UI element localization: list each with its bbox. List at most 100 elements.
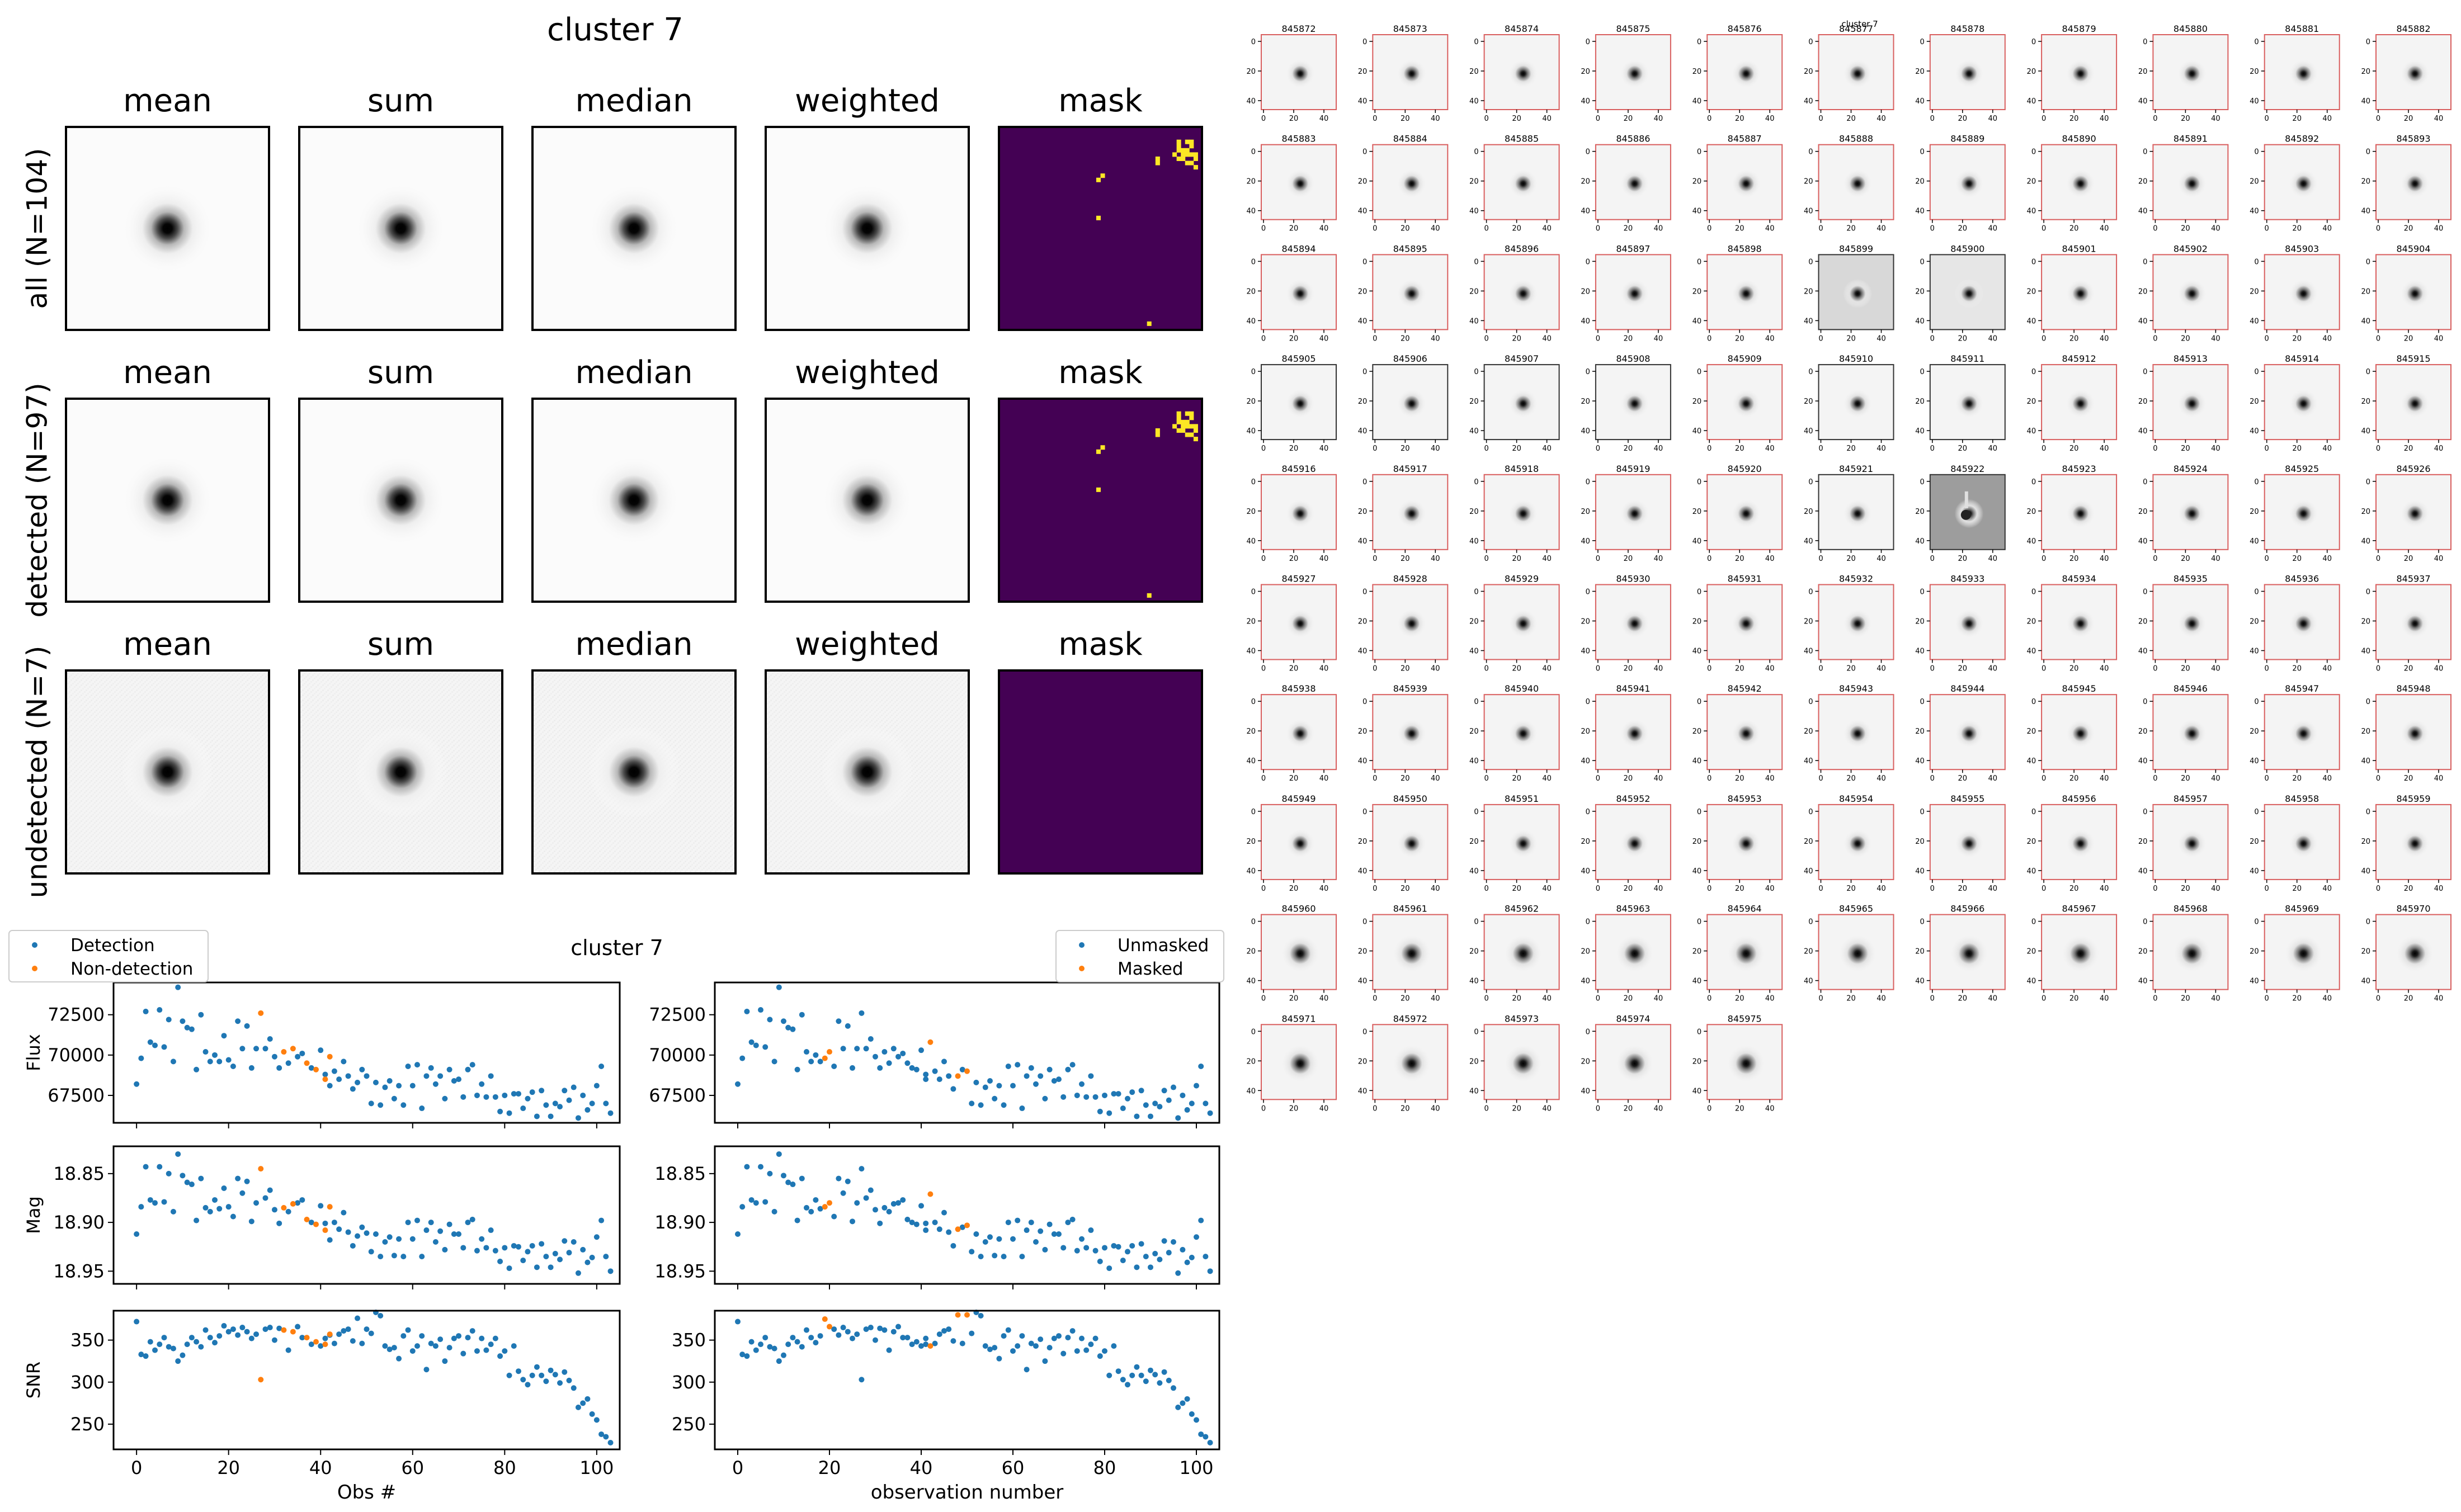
cutout-thumbnail[interactable]: 8459300020204040 [1581, 574, 1671, 673]
cutout-thumbnail[interactable]: 8458800020204040 [2138, 23, 2229, 123]
cutout-thumbnail[interactable]: 8459170020204040 [1358, 464, 1449, 563]
cutout-thumbnail[interactable]: 8459240020204040 [2138, 464, 2229, 563]
cutout-thumbnail[interactable]: 8459610020204040 [1358, 904, 1449, 1003]
cutout-thumbnail[interactable]: 8459650020204040 [1804, 904, 1894, 1003]
cutout-thumbnail[interactable]: 8458870020204040 [1692, 134, 1783, 233]
cutout-thumbnail[interactable]: 8459630020204040 [1581, 904, 1671, 1003]
cutout-thumbnail[interactable]: 8459470020204040 [2250, 683, 2340, 783]
cutout-thumbnail[interactable]: 8459680020204040 [2138, 904, 2229, 1003]
cutout-thumbnail[interactable]: 8459140020204040 [2250, 353, 2340, 453]
cutout-thumbnail[interactable]: 8459230020204040 [2027, 464, 2118, 563]
cutout-thumbnail[interactable]: 8459460020204040 [2138, 683, 2229, 783]
cutout-thumbnail[interactable]: 8458790020204040 [2027, 23, 2118, 123]
cutout-thumbnail[interactable]: 8459210020204040 [1804, 464, 1894, 563]
cutout-thumbnail[interactable]: 8459110020204040 [1915, 353, 2006, 453]
cutout-thumbnail[interactable]: 8459080020204040 [1581, 353, 1671, 453]
cutout-thumbnail[interactable]: 8458730020204040 [1358, 23, 1449, 123]
cutout-thumbnail[interactable]: 8459500020204040 [1358, 793, 1449, 893]
cutout-thumbnail[interactable]: 8459550020204040 [1915, 793, 2006, 893]
cutout-thumbnail[interactable]: 8459130020204040 [2138, 353, 2229, 453]
cutout-thumbnail[interactable]: 8459340020204040 [2027, 574, 2118, 673]
cutout-thumbnail[interactable]: 8458850020204040 [1469, 134, 1560, 233]
cutout-thumbnail[interactable]: 8459190020204040 [1581, 464, 1671, 563]
cutout-thumbnail[interactable]: 8459320020204040 [1804, 574, 1894, 673]
cutout-thumbnail[interactable]: 8459040020204040 [2361, 243, 2451, 343]
cutout-thumbnail[interactable]: 8459480020204040 [2361, 683, 2451, 783]
cutout-thumbnail[interactable]: 8458960020204040 [1469, 243, 1560, 343]
cutout-thumbnail[interactable]: 8459540020204040 [1804, 793, 1894, 893]
cutout-thumbnail[interactable]: 8458760020204040 [1692, 23, 1783, 123]
cutout-thumbnail[interactable]: 8459700020204040 [2361, 904, 2451, 1003]
cutout-thumbnail[interactable]: 8459530020204040 [1692, 793, 1783, 893]
cutout-thumbnail[interactable]: 8458910020204040 [2138, 134, 2229, 233]
cutout-thumbnail[interactable]: 8458740020204040 [1469, 23, 1560, 123]
cutout-thumbnail[interactable]: 8459330020204040 [1915, 574, 2006, 673]
cutout-thumbnail[interactable]: 8458720020204040 [1246, 23, 1337, 123]
cutout-thumbnail[interactable]: 8459750020204040 [1692, 1013, 1783, 1113]
cutout-thumbnail[interactable]: 8459520020204040 [1581, 793, 1671, 893]
cutout-thumbnail[interactable]: 8459050020204040 [1246, 353, 1337, 453]
cutout-thumbnail[interactable]: 8458900020204040 [2027, 134, 2118, 233]
cutout-thumbnail[interactable]: 8458920020204040 [2250, 134, 2340, 233]
cutout-thumbnail[interactable]: 8459400020204040 [1469, 683, 1560, 783]
cutout-thumbnail[interactable]: 8459010020204040 [2027, 243, 2118, 343]
cutout-thumbnail[interactable]: 8459290020204040 [1469, 574, 1560, 673]
cutout-thumbnail[interactable]: 8459570020204040 [2138, 793, 2229, 893]
cutout-thumbnail[interactable]: 8459430020204040 [1804, 683, 1894, 783]
cutout-thumbnail[interactable]: 8459670020204040 [2027, 904, 2118, 1003]
cutout-thumbnail[interactable]: 8459720020204040 [1358, 1013, 1449, 1113]
cutout-thumbnail[interactable]: 8459280020204040 [1358, 574, 1449, 673]
cutout-thumbnail[interactable]: 8459450020204040 [2027, 683, 2118, 783]
cutout-thumbnail[interactable]: 8458840020204040 [1358, 134, 1449, 233]
cutout-thumbnail[interactable]: 8459690020204040 [2250, 904, 2340, 1003]
cutout-thumbnail[interactable]: 8459620020204040 [1469, 904, 1560, 1003]
cutout-thumbnail[interactable]: 8459420020204040 [1692, 683, 1783, 783]
cutout-thumbnail[interactable]: 8459410020204040 [1581, 683, 1671, 783]
cutout-thumbnail[interactable]: 8458880020204040 [1804, 134, 1894, 233]
cutout-thumbnail[interactable]: 8458860020204040 [1581, 134, 1671, 233]
cutout-thumbnail[interactable]: 8459100020204040 [1804, 353, 1894, 453]
cutout-thumbnail[interactable]: 8459560020204040 [2027, 793, 2118, 893]
cutout-thumbnail[interactable]: 8459070020204040 [1469, 353, 1560, 453]
cutout-thumbnail[interactable]: 8458980020204040 [1692, 243, 1783, 343]
cutout-thumbnail[interactable]: 8459380020204040 [1246, 683, 1337, 783]
cutout-thumbnail[interactable]: 8458780020204040 [1915, 23, 2006, 123]
cutout-thumbnail[interactable]: 8459220020204040 [1915, 464, 2006, 563]
cutout-thumbnail[interactable]: 8458990020204040 [1804, 243, 1894, 343]
cutout-thumbnail[interactable]: 8458750020204040 [1581, 23, 1671, 123]
cutout-thumbnail[interactable]: 8458940020204040 [1246, 243, 1337, 343]
cutout-thumbnail[interactable]: 8459390020204040 [1358, 683, 1449, 783]
cutout-thumbnail[interactable]: 8458950020204040 [1358, 243, 1449, 343]
cutout-thumbnail[interactable]: 8459060020204040 [1358, 353, 1449, 453]
cutout-thumbnail[interactable]: 8459600020204040 [1246, 904, 1337, 1003]
cutout-thumbnail[interactable]: 8459250020204040 [2250, 464, 2340, 563]
cutout-thumbnail[interactable]: 8459370020204040 [2361, 574, 2451, 673]
cutout-thumbnail[interactable]: 8459030020204040 [2250, 243, 2340, 343]
cutout-thumbnail[interactable]: 8459490020204040 [1246, 793, 1337, 893]
cutout-thumbnail[interactable]: 8459350020204040 [2138, 574, 2229, 673]
cutout-thumbnail[interactable]: 8459120020204040 [2027, 353, 2118, 453]
cutout-thumbnail[interactable]: 8459000020204040 [1915, 243, 2006, 343]
cutout-thumbnail[interactable]: 8458830020204040 [1246, 134, 1337, 233]
cutout-thumbnail[interactable]: 8459360020204040 [2250, 574, 2340, 673]
cutout-thumbnail[interactable]: 8459270020204040 [1246, 574, 1337, 673]
cutout-thumbnail[interactable]: 8459730020204040 [1469, 1013, 1560, 1113]
cutout-thumbnail[interactable]: 8459090020204040 [1692, 353, 1783, 453]
cutout-thumbnail[interactable]: 8459310020204040 [1692, 574, 1783, 673]
cutout-thumbnail[interactable]: 8459260020204040 [2361, 464, 2451, 563]
cutout-thumbnail[interactable]: 8459640020204040 [1692, 904, 1783, 1003]
cutout-thumbnail[interactable]: 8458890020204040 [1915, 134, 2006, 233]
cutout-thumbnail[interactable]: 8459160020204040 [1246, 464, 1337, 563]
cutout-thumbnail[interactable]: 8459440020204040 [1915, 683, 2006, 783]
cutout-thumbnail[interactable]: 8459590020204040 [2361, 793, 2451, 893]
cutout-thumbnail[interactable]: 8459200020204040 [1692, 464, 1783, 563]
cutout-thumbnail[interactable]: 8459740020204040 [1581, 1013, 1671, 1113]
cutout-thumbnail[interactable]: 8458770020204040 [1804, 23, 1894, 123]
cutout-thumbnail[interactable]: 8459580020204040 [2250, 793, 2340, 893]
cutout-thumbnail[interactable]: 8459510020204040 [1469, 793, 1560, 893]
cutout-thumbnail[interactable]: 8459710020204040 [1246, 1013, 1337, 1113]
cutout-thumbnail[interactable]: 8458820020204040 [2361, 23, 2451, 123]
cutout-thumbnail[interactable]: 8459660020204040 [1915, 904, 2006, 1003]
cutout-thumbnail[interactable]: 8459150020204040 [2361, 353, 2451, 453]
cutout-thumbnail[interactable]: 8459020020204040 [2138, 243, 2229, 343]
